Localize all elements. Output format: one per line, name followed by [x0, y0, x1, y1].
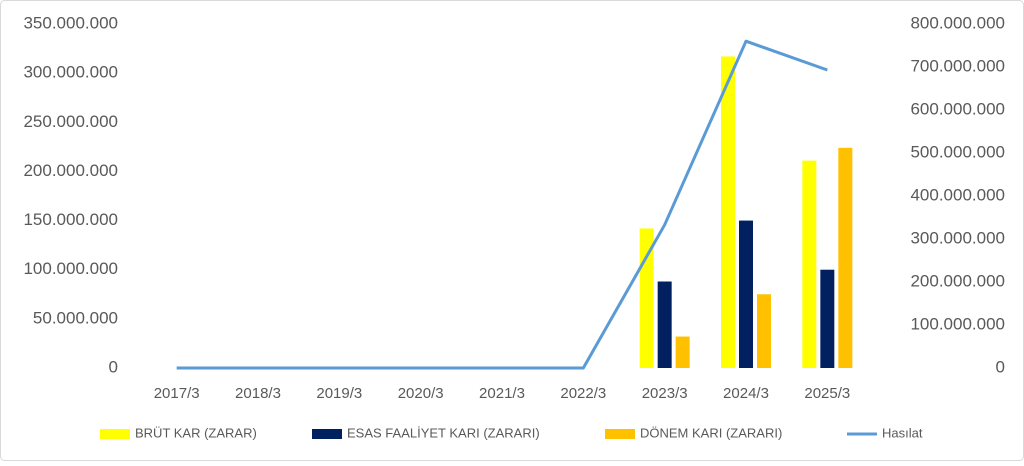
line-series	[176, 39, 828, 370]
legend-label: ESAS FAALİYET KARI (ZARARI)	[347, 425, 540, 440]
bar	[721, 56, 735, 368]
y-tick-label: 50.000.000	[33, 308, 118, 327]
bar	[739, 220, 753, 368]
x-tick-label: 2022/3	[560, 385, 606, 402]
y2-tick-label: 200.000.000	[910, 271, 1005, 290]
bar	[838, 147, 853, 368]
y2-tick-label: 100.000.000	[910, 314, 1005, 333]
x-tick-label: 2020/3	[398, 385, 444, 402]
legend-swatch	[605, 429, 635, 439]
bar	[675, 336, 690, 368]
bar	[820, 269, 835, 368]
y2-tick-label: 700.000.000	[910, 56, 1005, 75]
x-tick-label: 2018/3	[235, 385, 281, 402]
y2-tick-label: 0	[996, 357, 1005, 376]
legend-label: DÖNEM KARI (ZARARI)	[640, 425, 782, 440]
y2-tick-label: 300.000.000	[910, 228, 1005, 247]
y-tick-label: 0	[109, 357, 118, 376]
bar	[757, 294, 771, 368]
y-tick-label: 300.000.000	[23, 63, 118, 82]
x-tick-label: 2023/3	[642, 385, 688, 402]
x-tick-label: 2017/3	[154, 385, 200, 402]
x-tick-label: 2021/3	[479, 385, 525, 402]
legend-swatch	[312, 429, 342, 439]
y2-tick-label: 500.000.000	[910, 142, 1005, 161]
y2-tick-label: 600.000.000	[910, 99, 1005, 118]
y-tick-label: 100.000.000	[23, 259, 118, 278]
x-tick-label: 2025/3	[804, 385, 850, 402]
y-tick-label: 250.000.000	[23, 112, 118, 131]
x-tick-label: 2019/3	[316, 385, 362, 402]
legend-label: BRÜT KAR (ZARAR)	[135, 425, 257, 440]
legend-label: Hasılat	[882, 425, 923, 440]
x-tick-label: 2024/3	[723, 385, 769, 402]
legend-swatch	[100, 429, 130, 439]
y2-tick-label: 400.000.000	[910, 185, 1005, 204]
bar	[657, 281, 672, 368]
y-tick-label: 200.000.000	[23, 161, 118, 180]
y-tick-label: 150.000.000	[23, 210, 118, 229]
y2-tick-label: 800.000.000	[910, 13, 1005, 32]
bar	[802, 160, 817, 368]
y-tick-label: 350.000.000	[23, 13, 118, 32]
